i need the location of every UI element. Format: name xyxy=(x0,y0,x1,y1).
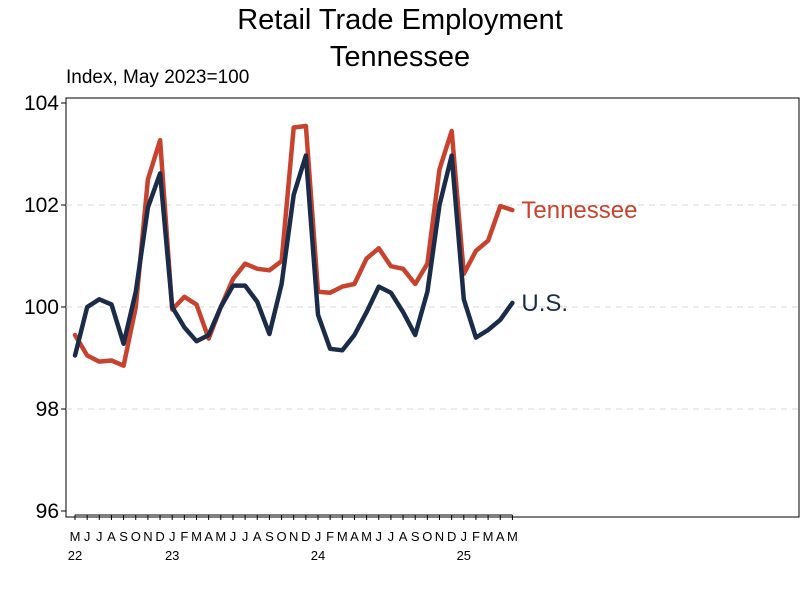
series-label: U.S. xyxy=(521,290,568,317)
y-tick-label: 98 xyxy=(36,398,59,421)
x-tick-label: M xyxy=(70,529,81,544)
x-tick-label: O xyxy=(131,529,141,544)
y-axis-label: Index, May 2023=100 xyxy=(66,67,250,88)
chart-title: Retail Trade Employment xyxy=(237,4,563,36)
x-tick-label: J xyxy=(461,529,468,544)
x-tick-label: F xyxy=(472,529,480,544)
x-tick-label: M xyxy=(361,529,372,544)
x-tick-label: N xyxy=(435,529,444,544)
x-tick-label: D xyxy=(447,529,456,544)
x-tick-label: M xyxy=(507,529,518,544)
x-tick-label: J xyxy=(84,529,91,544)
x-tick-label: J xyxy=(388,529,395,544)
x-tick-label: D xyxy=(155,529,164,544)
x-tick-label: J xyxy=(169,529,176,544)
x-tick-label: O xyxy=(276,529,286,544)
x-tick-label: J xyxy=(376,529,383,544)
x-tick-label: S xyxy=(265,529,274,544)
series-lines xyxy=(72,123,515,368)
x-year-label: 24 xyxy=(311,548,325,563)
series-line-u-s xyxy=(72,153,515,358)
y-tick-label: 104 xyxy=(24,92,59,115)
x-tick-label: J xyxy=(96,529,103,544)
x-year-label: 25 xyxy=(457,548,471,563)
series-line-tennessee xyxy=(72,123,515,368)
x-tick-label: M xyxy=(215,529,226,544)
x-tick-label: F xyxy=(326,529,334,544)
x-tick-label: S xyxy=(119,529,128,544)
x-tick-label: O xyxy=(422,529,432,544)
x-tick-label: J xyxy=(230,529,237,544)
x-tick-label: A xyxy=(204,529,213,544)
x-tick-label: A xyxy=(399,529,408,544)
x-tick-label: J xyxy=(315,529,322,544)
grid-lines xyxy=(66,204,799,410)
x-tick-label: S xyxy=(411,529,420,544)
x-tick-label: N xyxy=(143,529,152,544)
x-tick-label: A xyxy=(107,529,116,544)
chart-subtitle: Tennessee xyxy=(329,41,471,73)
x-tick-label: D xyxy=(301,529,310,544)
series-label: Tennessee xyxy=(521,197,637,224)
x-tick-label: F xyxy=(180,529,188,544)
x-tick-label: M xyxy=(483,529,494,544)
x-tick-label: N xyxy=(289,529,298,544)
x-tick-label: M xyxy=(337,529,348,544)
x-year-label: 23 xyxy=(165,548,179,563)
x-year-label: 22 xyxy=(68,548,82,563)
x-tick-label: A xyxy=(253,529,262,544)
x-tick-label: A xyxy=(350,529,359,544)
x-tick-label: M xyxy=(191,529,202,544)
x-tick-label: A xyxy=(496,529,505,544)
y-tick-label: 100 xyxy=(24,296,59,319)
y-tick-label: 102 xyxy=(24,194,59,217)
y-tick-label: 96 xyxy=(36,500,59,523)
x-tick-label: J xyxy=(242,529,249,544)
series-labels: Tennessee U.S. xyxy=(521,197,637,317)
